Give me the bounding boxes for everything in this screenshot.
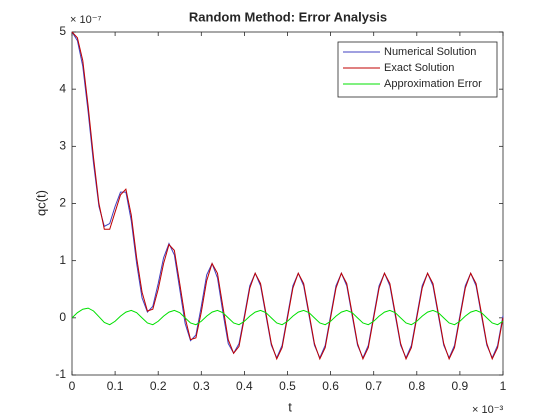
y-tick-label: -1 — [55, 367, 66, 381]
chart-title: Random Method: Error Analysis — [189, 9, 387, 24]
x-tick-label: 0.5 — [279, 379, 296, 393]
y-tick-label: 5 — [59, 24, 66, 38]
legend-box — [337, 41, 498, 98]
x-tick-label: 0.1 — [107, 379, 124, 393]
x-axis-label: t — [288, 399, 292, 414]
y-tick-label: 3 — [59, 139, 66, 153]
x-tick-label: 1 — [500, 379, 507, 393]
x-tick-label: 0.7 — [365, 379, 382, 393]
y-tick-label: 2 — [59, 196, 66, 210]
legend-label: Numerical Solution — [384, 46, 476, 58]
x-tick-label: 0.9 — [452, 379, 469, 393]
y-tick-label: 1 — [59, 253, 66, 267]
series-line — [71, 31, 504, 361]
x-tick-label: 0.8 — [408, 379, 425, 393]
legend-label: Approximation Error — [384, 78, 482, 90]
x-tick-label: 0.2 — [150, 379, 167, 393]
x-tick-label: 0.3 — [193, 379, 210, 393]
x-tick-label: 0 — [69, 379, 76, 393]
x-scale-label: × 10⁻³ — [472, 404, 504, 416]
y-axis-label: qc(t) — [33, 190, 48, 216]
y-tick-label: 4 — [59, 81, 66, 95]
y-scale-label: × 10⁻⁷ — [70, 14, 102, 26]
legend-label: Exact Solution — [384, 62, 454, 74]
x-tick-label: 0.6 — [322, 379, 339, 393]
series-line — [71, 307, 504, 326]
x-tick-label: 0.4 — [236, 379, 253, 393]
y-tick-label: 0 — [59, 310, 66, 324]
